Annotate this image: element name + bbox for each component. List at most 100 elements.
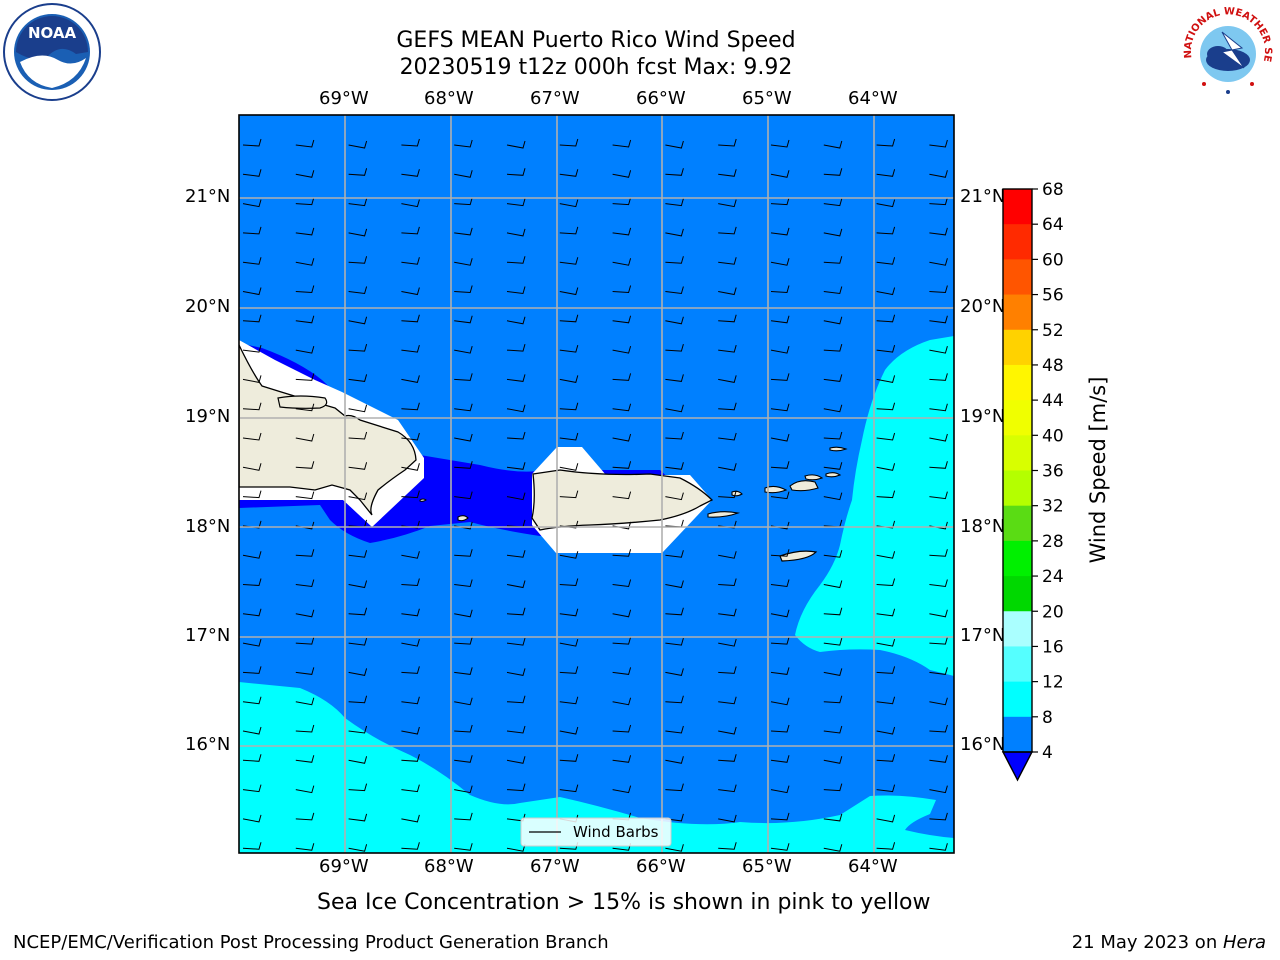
wind-barb [929,403,948,412]
wind-barb [559,666,579,674]
wind-barb [823,168,843,176]
wind-barb [612,724,632,733]
wind-barb [454,697,473,706]
wind-barb [295,636,315,645]
colorbar-swatch [1003,294,1032,331]
footer-date: 21 May 2023 on Hera [1072,932,1266,953]
wind-barb [876,842,896,850]
wind-barb [401,226,420,235]
colorbar-tick-label: 64 [1042,215,1064,235]
wind-barb [348,404,368,413]
wind-barb [401,344,420,353]
colorbar-tick-label: 32 [1042,497,1064,517]
wind-barb [401,754,420,762]
wind-barb [559,226,579,235]
puerto-rico-land [531,469,714,531]
chart-title-line2: 20230519 t12z 000h fcst Max: 9.92 [399,55,793,80]
hispaniola-land [239,344,417,516]
wind-barbs [242,138,948,852]
wind-barb [823,844,843,852]
wind-barb [770,285,790,294]
wind-barb [242,169,262,177]
colorbar-swatch [1003,435,1032,471]
wind-barb [242,726,262,735]
wind-barb [348,374,368,382]
wind-barb [876,784,896,793]
wind-barb [559,463,579,471]
wind-barb [559,257,579,265]
wind-barb [876,402,896,411]
colorbar-tick-label: 12 [1042,673,1064,693]
colorbar-swatch [1003,611,1032,647]
wind-barb [295,433,315,442]
wind-barb [612,345,632,354]
wind-barb [929,697,948,706]
wind-barb [242,666,262,674]
anegada-island [829,446,848,452]
wind-barb [823,140,843,149]
wind-barb [823,343,843,352]
colorbar-tick-label: 16 [1042,637,1064,657]
wind-barb [929,667,948,675]
lat-label-right-21n: 21°N [960,186,1006,207]
noaa-logo: NOAA [2,2,102,102]
wind-barb [665,607,684,616]
wind-barb [295,315,315,324]
wind-barb [295,549,315,557]
wind-barb [559,551,579,559]
wind-barb [929,491,948,500]
wind-barb [242,463,262,471]
wind-barb [665,168,684,176]
wind-barb [401,842,420,850]
wind-barb [454,667,473,675]
wind-barb [929,812,948,821]
wind-barb [718,578,737,587]
wind-barb [295,285,315,294]
wind-barb [295,785,315,794]
wind-barb [506,725,526,734]
lon-label-top-67w: 67°W [530,88,580,109]
wind-barb [454,197,473,206]
colorbar-swatch [1003,259,1032,296]
wind-barb [506,637,526,646]
wind-barb [454,139,473,148]
lon-label-bottom-64w: 64°W [848,856,898,877]
wind-barb [454,403,473,412]
wind-barb [612,139,632,148]
wind-barb [665,695,684,704]
wind-barb [770,724,790,733]
wind-barb [506,228,526,237]
wind-barb [242,696,262,705]
wind-barb [929,139,948,148]
wind-barb [506,286,526,295]
wind-barb [823,668,843,676]
wind-barb [876,814,896,823]
wind-barb [770,373,790,381]
wind-barb [559,199,579,208]
lat-label-right-17n: 17°N [960,625,1006,646]
wind-barb [665,140,684,149]
legend-label: Wind Barbs [573,823,659,841]
wind-barb [612,170,632,178]
wind-barb [401,375,420,383]
wind-barb [770,315,790,324]
wind-barb [506,607,526,616]
wind-barb [665,492,684,501]
wind-barb [612,667,632,675]
wind-barb [506,550,526,558]
wind-barb [770,755,790,763]
wind-barb [665,783,684,792]
wind-barb [348,462,368,470]
wind-barb [506,316,526,325]
wind-barb [770,697,790,706]
wind-barb [665,198,684,207]
wind-barb [242,608,262,617]
wind-barb [506,198,526,207]
wind-barb [612,461,632,469]
colorbar-swatch [1003,329,1032,366]
wind-barb [876,138,896,147]
wind-barb [718,490,737,499]
wind-barb [242,754,262,762]
wind-barb [823,492,843,501]
colorbar-swatch [1003,576,1032,612]
